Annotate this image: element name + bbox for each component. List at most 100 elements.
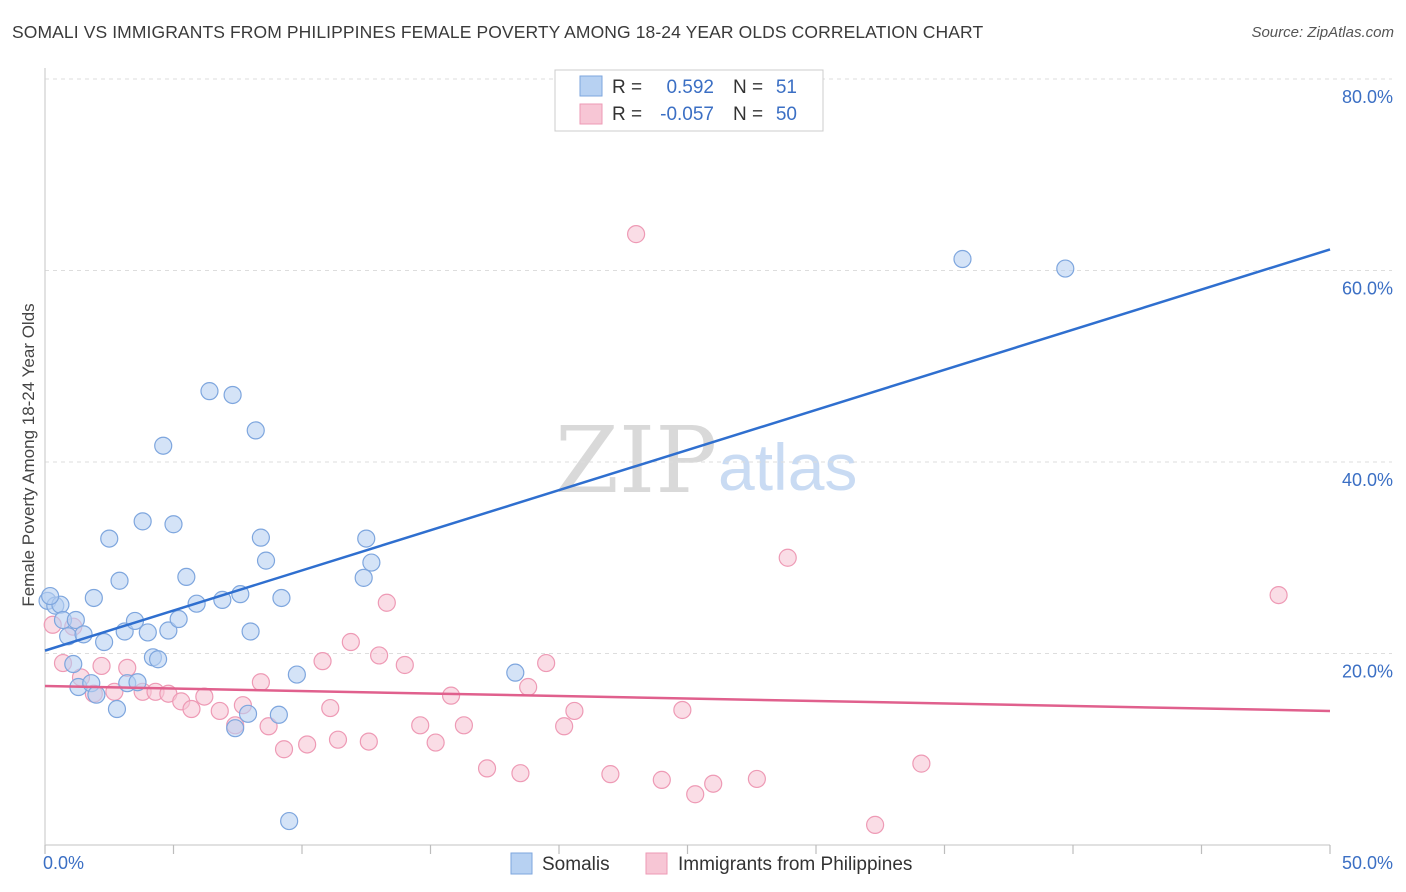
philippines-point (426, 733, 445, 752)
legend-n-label-1: N = (733, 77, 763, 98)
philippines-point (537, 653, 556, 673)
philippines-point (195, 687, 214, 706)
philippines-point (441, 686, 461, 705)
y-axis-label: Female Poverty Among 18-24 Year Olds (19, 303, 38, 606)
somalis-point (362, 553, 381, 572)
philippines-point (866, 815, 885, 834)
data-points (38, 225, 1288, 834)
legend-r-value-2: -0.057 (660, 104, 714, 125)
philippines-point (359, 732, 378, 751)
philippines-point (912, 754, 931, 773)
somalis-point (95, 632, 114, 652)
legend-r-label-2: R = (612, 104, 642, 125)
x-tick-labels: 0.0% 50.0% (43, 853, 1393, 873)
philippines-point (673, 700, 692, 720)
somalis-point (66, 610, 85, 630)
philippines-point (210, 701, 229, 721)
somalis-point (87, 685, 106, 704)
correlation-legend: R = 0.592 N = 51 R = -0.057 N = 50 (554, 69, 824, 132)
somalis-point (100, 529, 119, 548)
y-tick-label: 80.0% (1342, 87, 1393, 107)
philippines-point (454, 716, 474, 735)
somalis-point (246, 421, 265, 440)
x-tick-label: 0.0% (43, 853, 84, 873)
philippines-point (511, 764, 530, 783)
somalis-point (506, 663, 525, 682)
philippines-point (519, 677, 538, 697)
philippines-point (1269, 585, 1288, 605)
somalis-point (169, 609, 188, 629)
somalis-point (177, 567, 196, 587)
legend-n-value-2: 50 (776, 104, 797, 125)
somalis-point (128, 673, 147, 692)
philippines-point (686, 785, 705, 804)
philippines-point (182, 699, 201, 719)
somalis-point (269, 705, 288, 724)
somalis-point (107, 699, 127, 719)
philippines-point (377, 593, 396, 612)
philippines-point (92, 656, 111, 676)
x-tick-label: 50.0% (1342, 853, 1393, 873)
somalis-point (84, 588, 103, 608)
somalis-point (154, 436, 173, 455)
somalis-point (64, 654, 83, 674)
philippines-point (626, 225, 646, 244)
somalis-point (223, 385, 242, 405)
philippines-point (778, 548, 797, 567)
philippines-trend-line (44, 684, 1331, 713)
legend-n-label-2: N = (733, 104, 763, 125)
philippines-point (477, 759, 497, 778)
legend-swatch-philippines (579, 103, 603, 125)
philippines-point (601, 765, 620, 784)
somalis-point (238, 704, 258, 723)
somalis-point (1056, 259, 1075, 278)
philippines-point (251, 673, 270, 692)
somalis-point (272, 588, 291, 608)
legend-r-label-1: R = (612, 77, 642, 98)
bottom-legend-somalis: Somalis (542, 854, 610, 875)
philippines-point (411, 716, 430, 735)
chart-title: SOMALI VS IMMIGRANTS FROM PHILIPPINES FE… (12, 22, 984, 42)
bottom-legend-swatch-philippines (645, 852, 668, 875)
axes (44, 68, 1331, 854)
somalis-point (354, 568, 373, 587)
y-tick-labels: 20.0% 40.0% 60.0% 80.0% (1342, 87, 1393, 682)
somalis-point (241, 622, 260, 641)
philippines-point (555, 717, 574, 736)
bottom-legend-swatch-somalis (510, 852, 533, 875)
philippines-point (341, 632, 360, 652)
philippines-point (652, 770, 671, 789)
somalis-point (357, 529, 376, 548)
somalis-point (110, 571, 129, 590)
philippines-point (328, 730, 348, 749)
somalis-point (256, 551, 276, 570)
somalis-point (287, 665, 306, 684)
somalis-point (74, 625, 93, 644)
philippines-point (395, 655, 414, 675)
y-tick-label: 60.0% (1342, 279, 1393, 299)
legend-swatch-somalis (579, 75, 603, 97)
somalis-point (164, 515, 183, 534)
bottom-legend-philippines: Immigrants from Philippines (678, 854, 912, 875)
philippines-point (747, 769, 766, 789)
somalis-trend-line (44, 248, 1331, 652)
somalis-point (251, 528, 270, 547)
series-legend: Somalis Immigrants from Philippines (510, 852, 912, 875)
philippines-point (704, 774, 723, 793)
legend-n-value-1: 51 (776, 77, 797, 98)
gridlines (45, 78, 1392, 654)
watermark-atlas: atlas (718, 430, 857, 504)
philippines-point (298, 735, 317, 754)
somalis-point (133, 512, 152, 531)
philippines-point (259, 717, 278, 736)
somalis-point (138, 623, 157, 642)
philippines-point (321, 698, 340, 718)
philippines-point (313, 652, 332, 671)
somalis-point (200, 382, 219, 401)
somalis-point (148, 650, 168, 669)
y-tick-label: 40.0% (1342, 470, 1393, 490)
philippines-point (370, 646, 389, 665)
somalis-point (280, 811, 299, 831)
somalis-point (41, 586, 60, 606)
philippines-point (274, 740, 294, 759)
